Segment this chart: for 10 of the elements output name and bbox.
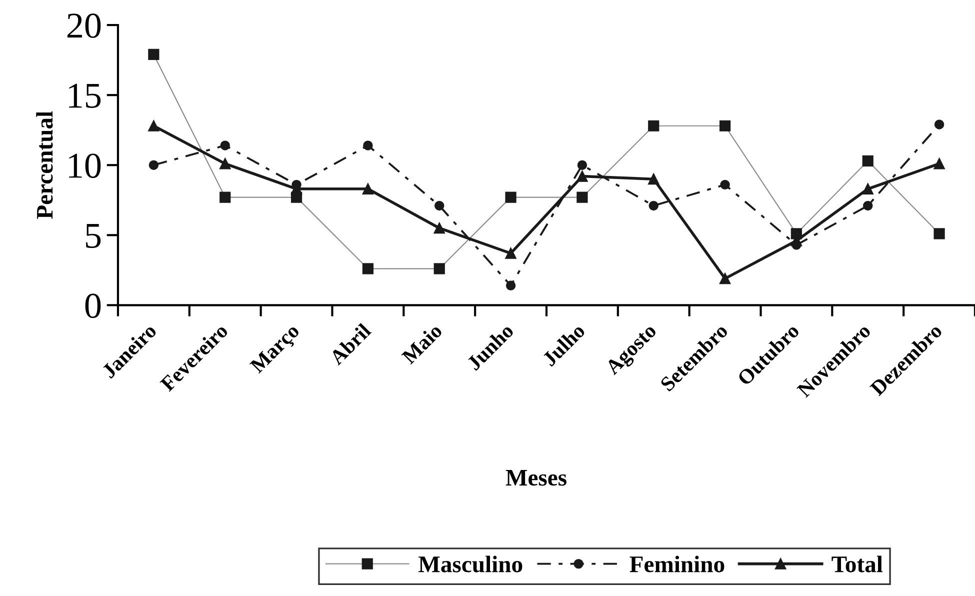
y-tick-label: 15 bbox=[69, 84, 101, 108]
y-axis-title: Percentual bbox=[36, 111, 53, 219]
legend-label: Feminino bbox=[630, 556, 724, 572]
legend-label: Total bbox=[832, 556, 883, 572]
y-tick-label: 20 bbox=[67, 14, 101, 38]
y-tick-label: 0 bbox=[85, 294, 101, 318]
y-tick-label: 5 bbox=[86, 224, 101, 248]
x-axis-title: Meses bbox=[506, 470, 566, 486]
legend-label: Masculino bbox=[418, 556, 522, 572]
y-tick-label: 10 bbox=[69, 154, 101, 178]
